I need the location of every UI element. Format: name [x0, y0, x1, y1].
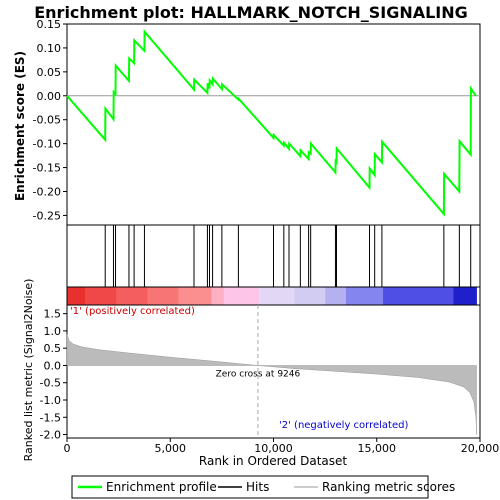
es-y-tick-label: 0.00 — [37, 90, 62, 103]
chart-title: Enrichment plot: HALLMARK_NOTCH_SIGNALIN… — [34, 3, 468, 22]
legend-label: Hits — [246, 480, 269, 494]
metric-y-tick-label: -1.5 — [40, 411, 61, 424]
color-bar-segment — [178, 287, 212, 305]
color-bar-segment — [85, 287, 117, 305]
metric-y-tick-label: -1.0 — [40, 394, 61, 407]
color-bar-segment — [147, 287, 179, 305]
legend-label: Ranking metric scores — [322, 480, 455, 494]
es-y-axis-label: Enrichment score (ES) — [13, 51, 27, 201]
positive-correlation-label: '1' (positively correlated) — [70, 306, 195, 317]
color-bar-segment — [259, 287, 295, 305]
es-y-axis: -0.25 -0.20 -0.15 -0.10 -0.05 0.00 0.05 0.10 0.1… — [33, 18, 67, 222]
color-bar-segment — [453, 287, 477, 305]
enrichment-profile-line — [66, 29, 477, 217]
metric-y-tick-label: 0.5 — [44, 342, 62, 355]
x-tick-label: 10,000 — [254, 442, 293, 455]
ranked-list-color-bar — [67, 287, 477, 305]
metric-y-tick-label: -2.0 — [40, 429, 61, 442]
x-tick-label: 15,000 — [358, 442, 397, 455]
metric-y-tick-label: -0.5 — [40, 377, 61, 390]
color-bar-segment — [294, 287, 326, 305]
metric-y-tick-label: 1.5 — [44, 308, 62, 321]
color-bar-segment — [382, 287, 454, 305]
es-y-tick-label: 0.05 — [37, 66, 62, 79]
color-bar-segment — [345, 287, 383, 305]
metric-y-axis-label: Ranked list metric (Signal2Noise) — [22, 279, 35, 462]
x-tick-label: 0 — [64, 442, 71, 455]
x-tick-label: 20,000 — [461, 442, 500, 455]
metric-y-axis: -2.0 -1.5 -1.0 -0.5 0.0 0.5 1.0 1.5 — [40, 308, 67, 442]
es-y-tick-label: 0.15 — [37, 18, 62, 31]
es-y-tick-label: -0.05 — [33, 114, 61, 127]
es-y-tick-label: -0.20 — [33, 186, 61, 199]
es-y-tick-label: -0.10 — [33, 138, 61, 151]
es-y-tick-label: -0.25 — [33, 209, 61, 222]
legend-label: Enrichment profile — [106, 480, 217, 494]
color-bar-segment — [67, 287, 86, 305]
x-axis-label: Rank in Ordered Dataset — [199, 454, 347, 468]
color-bar-segment — [325, 287, 346, 305]
legend: Enrichment profile Hits Ranking metric sco… — [78, 480, 455, 494]
color-bar-segment — [116, 287, 148, 305]
es-y-tick-label: 0.10 — [37, 42, 62, 55]
negative-correlation-label: '2' (negatively correlated) — [279, 420, 408, 431]
color-bar-segment — [211, 287, 224, 305]
legend-box — [71, 475, 429, 499]
color-bar-segment — [223, 287, 260, 305]
x-tick-label: 5,000 — [155, 442, 187, 455]
metric-y-tick-label: 0.0 — [44, 359, 62, 372]
hit-markers — [104, 225, 472, 287]
es-panel-frame — [66, 23, 481, 226]
metric-y-tick-label: 1.0 — [44, 325, 62, 338]
ranking-metric-area — [66, 334, 477, 435]
es-y-tick-label: -0.15 — [33, 162, 61, 175]
zero-cross-label: Zero cross at 9246 — [216, 369, 301, 379]
x-axis: 0 5,000 10,000 15,000 20,000 — [64, 438, 500, 455]
